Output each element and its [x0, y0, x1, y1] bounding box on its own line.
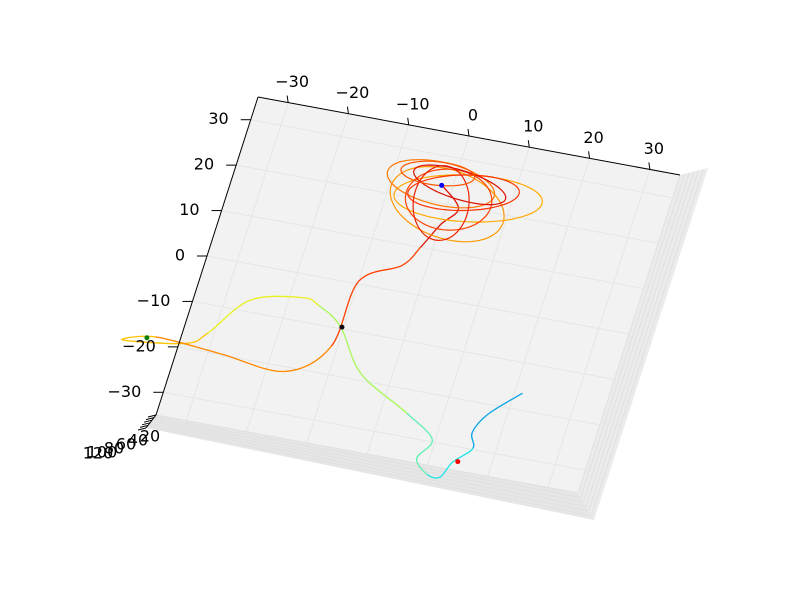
attractor-loop [393, 174, 543, 223]
attractor-loop [412, 165, 470, 242]
x-tick [407, 117, 410, 125]
z-tick-label: 40 [128, 431, 148, 450]
trajectory-segment [155, 336, 221, 355]
attractor-loop [407, 174, 520, 212]
x-tick-label: 20 [583, 128, 603, 147]
trajectory-segment [471, 413, 489, 433]
point-markers [144, 182, 461, 465]
grid-line-z-bottom [149, 423, 589, 512]
y-tick-label: 0 [175, 246, 185, 265]
trajectory-segment [330, 281, 359, 347]
attractor-loop [386, 159, 496, 209]
grid-line-z-side [585, 171, 695, 507]
grid-line-y [206, 255, 630, 335]
trajectory-segment [318, 305, 342, 328]
grid-line-x [487, 158, 591, 477]
trajectory-segment [416, 439, 433, 459]
trajectory-segment [207, 299, 251, 334]
y-tick-label: −20 [122, 336, 156, 355]
grid-line-z-side [577, 174, 681, 494]
trajectory-segment [470, 432, 475, 449]
z-tick-label: 60 [116, 435, 136, 454]
marker-blue [439, 182, 445, 188]
y-tick-label: 20 [194, 155, 214, 174]
x-tick [588, 151, 591, 159]
trajectory-segment [416, 458, 428, 475]
attractor-loop [389, 165, 505, 243]
marker-red [455, 459, 461, 465]
z-tick-label: 100 [87, 443, 118, 462]
attractor-loop [404, 168, 493, 231]
trajectory-segment [360, 373, 408, 414]
z-tick [139, 424, 149, 428]
trajectory-segment [122, 339, 186, 345]
grid-lines [147, 102, 704, 516]
grid-line-z-side [580, 173, 686, 498]
grid-line-z-bottom [147, 425, 592, 516]
attractor-loops [386, 159, 543, 243]
trajectory-segment [401, 246, 421, 267]
grid-line-x [547, 169, 651, 488]
trajectory-segment [357, 264, 403, 283]
grid-line-z-side [588, 170, 700, 512]
x-tick-label: −10 [396, 94, 430, 113]
grid-line-z-side [582, 172, 690, 503]
trajectory-series [121, 186, 523, 479]
attractor-loop [413, 164, 507, 206]
trajectory-segment [302, 297, 320, 307]
z-tick-label: 20 [140, 427, 160, 446]
trajectory-segment [420, 224, 442, 248]
z-tick-label: 80 [104, 439, 124, 458]
trajectory-segment [284, 345, 332, 373]
y-tick-label: −30 [108, 382, 142, 401]
grid-line-y [250, 119, 673, 199]
z-tick-label: 120 [83, 444, 114, 463]
trajectory-segment [185, 332, 209, 345]
trajectory-segment [220, 353, 285, 373]
trajectory-segment [340, 326, 362, 374]
trajectory-segment [442, 186, 460, 209]
x-tick-label: 0 [468, 106, 478, 125]
x-tick-label: 30 [644, 139, 664, 158]
grid-line-y [236, 164, 659, 244]
trajectory-segment [488, 392, 523, 415]
trajectory-segment [439, 461, 453, 478]
trajectory-segment [406, 412, 433, 440]
grid-line-z-bottom [150, 421, 587, 507]
x-axis: −30 −20 −10 0 10 20 30 [257, 72, 681, 176]
x-tick [346, 106, 349, 114]
x-tick [286, 95, 289, 103]
trajectory-segment [250, 295, 303, 301]
y-tick-label: −10 [137, 291, 171, 310]
x-tick-label: 10 [523, 117, 543, 136]
grid-line-z-bottom [154, 416, 581, 498]
z-tick [143, 419, 153, 423]
grid-line-y [221, 210, 644, 290]
z-tick [147, 414, 157, 418]
x-tick [648, 162, 651, 170]
x-tick-label: −20 [336, 83, 370, 102]
attractor-loop [400, 160, 476, 187]
y-axis: 30 20 10 0 −10 −20 −30 [108, 96, 259, 416]
y-tick-label: 30 [208, 109, 228, 128]
trajectory-segment [426, 473, 441, 479]
z-tick [145, 417, 155, 421]
grid-line-z-side [590, 169, 704, 516]
trajectory-segment [452, 448, 474, 463]
x-tick [527, 140, 530, 148]
grid-line-z-bottom [152, 418, 584, 503]
trajectory-segment [121, 335, 156, 341]
x-tick-label: −30 [275, 72, 309, 91]
x-tick [467, 128, 470, 137]
grid-line-z-bottom [155, 414, 579, 494]
z-tick [141, 422, 151, 426]
marker-green [144, 335, 150, 341]
y-tick-label: 10 [179, 200, 199, 219]
marker-black [339, 324, 345, 330]
z-tick [137, 427, 147, 431]
